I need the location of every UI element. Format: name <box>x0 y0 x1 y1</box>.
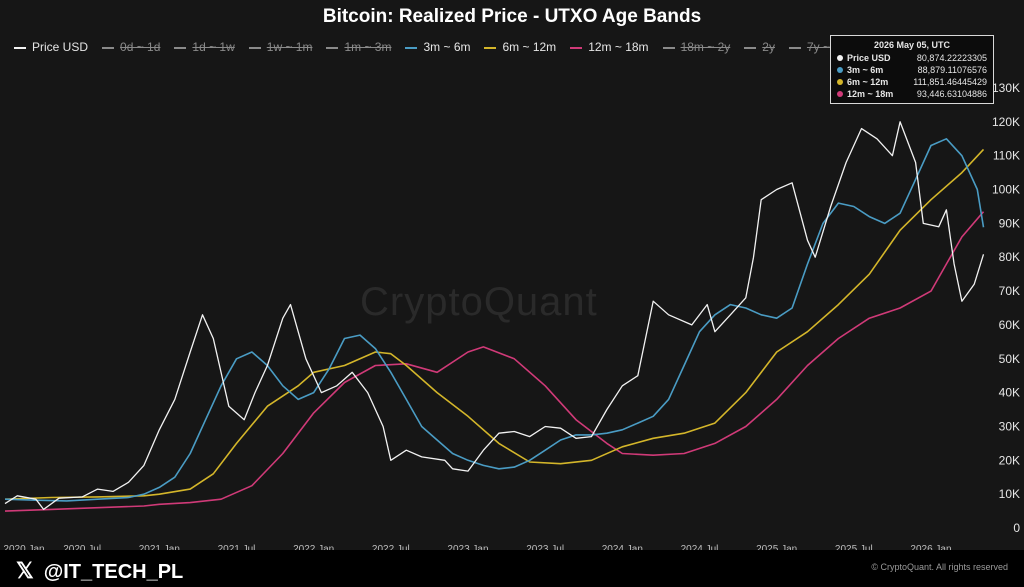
x-tick-label: 2023 Jan <box>447 544 488 555</box>
series-layer <box>4 121 985 512</box>
y-tick-label: 0 <box>1013 521 1020 535</box>
legend-label: 2y <box>762 40 775 54</box>
x-tick-label: 2024 Jul <box>681 544 719 555</box>
y-tick-label: 60K <box>999 318 1020 332</box>
legend-label: 1d ~ 1w <box>192 40 235 54</box>
x-tick-label: 2022 Jan <box>293 544 334 555</box>
tooltip-value: 111,851.46445429 <box>913 77 987 87</box>
tooltip-date: 2026 May 05, UTC <box>873 40 951 50</box>
legend-item[interactable]: 3m ~ 6m <box>405 38 470 56</box>
legend-label: 0d ~ 1d <box>120 40 161 54</box>
y-tick-label: 100K <box>992 183 1020 197</box>
y-tick-label: 20K <box>999 453 1020 467</box>
x-tick-label: 2022 Jul <box>372 544 410 555</box>
tooltip-rows: Price USD 80,874.22223305 3m ~ 6m 88,879.11… <box>837 52 987 100</box>
legend-swatch <box>405 46 418 49</box>
tooltip-row: 3m ~ 6m 88,879.11076576 <box>837 64 987 76</box>
legend-item[interactable]: 12m ~ 18m <box>570 38 649 56</box>
series-line-6m-12m <box>4 148 985 500</box>
series-line-12m-18m <box>4 211 985 512</box>
chart-title: Bitcoin: Realized Price - UTXO Age Bands <box>322 6 702 27</box>
legend-swatch <box>102 46 115 49</box>
x-tick-label: 2021 Jan <box>139 544 180 555</box>
y-tick-label: 80K <box>999 250 1020 264</box>
tooltip-dot-icon <box>837 79 843 85</box>
x-logo-icon: 𝕏 <box>16 558 34 583</box>
tooltip-value: 93,446.63104886 <box>916 89 987 99</box>
legend-swatch <box>662 46 675 49</box>
tooltip-row: Price USD 80,874.22223305 <box>837 52 987 64</box>
series-line-3m-6m <box>4 138 985 502</box>
legend-label: 1w ~ 1m <box>266 40 313 54</box>
x-tick-label: 2026 Jan <box>910 544 951 555</box>
tooltip-row: 12m ~ 18m 93,446.63104886 <box>837 88 987 100</box>
legend-item[interactable]: 1w ~ 1m <box>248 38 313 56</box>
legend-swatch <box>174 46 187 49</box>
x-tick-label: 2021 Jul <box>218 544 256 555</box>
legend-swatch <box>570 46 583 49</box>
y-tick-label: 110K <box>993 149 1020 163</box>
tooltip-dot-icon <box>837 55 843 61</box>
legend-label: 12m ~ 18m <box>588 40 649 54</box>
x-axis-ticks: 2020 Jan 2020 Jul 2021 Jan 2021 Jul 2022 Jan… <box>3 544 951 555</box>
legend-swatch <box>14 46 26 49</box>
y-tick-label: 130K <box>992 81 1020 95</box>
legend-item[interactable]: 18m ~ 2y <box>662 38 731 56</box>
series-line-price-usd <box>4 121 985 511</box>
social-handle[interactable]: 𝕏 @IT_TECH_PL <box>16 558 183 584</box>
legend-label: 18m ~ 2y <box>680 40 731 54</box>
legend-swatch <box>248 46 261 49</box>
y-tick-label: 90K <box>999 216 1020 230</box>
tooltip-series-name: 3m ~ 6m <box>847 65 884 75</box>
legend-swatch <box>484 46 497 49</box>
tooltip-series-name: Price USD <box>847 53 891 63</box>
legend-label: 6m ~ 12m <box>502 40 557 54</box>
y-tick-label: 10K <box>999 487 1020 501</box>
x-tick-label: 2024 Jan <box>602 544 643 555</box>
y-axis-ticks: 0 10K 20K 30K 40K 50K 60K 70K 80K 90K 100K 110K 120K… <box>992 81 1020 535</box>
tooltip-dot-icon <box>837 91 843 97</box>
y-tick-label: 50K <box>999 352 1020 366</box>
y-tick-label: 120K <box>992 115 1020 129</box>
copyright-text: © CryptoQuant. All rights reserved <box>871 562 1008 572</box>
tooltip-row: 6m ~ 12m 111,851.46445429 <box>837 76 987 88</box>
handle-text: @IT_TECH_PL <box>43 561 184 583</box>
tooltip-dot-icon <box>837 67 843 73</box>
legend-item[interactable]: 1d ~ 1w <box>174 38 235 56</box>
y-tick-label: 40K <box>999 386 1020 400</box>
legend-item[interactable]: 2y <box>744 38 775 56</box>
legend-item[interactable]: 6m ~ 12m <box>484 38 556 56</box>
legend-item[interactable]: Price USD <box>14 38 88 56</box>
legend-swatch <box>326 46 339 49</box>
legend-label: 1m ~ 3m <box>344 40 392 54</box>
legend-item[interactable]: 1m ~ 3m <box>326 38 391 56</box>
x-tick-label: 2020 Jan <box>3 544 44 555</box>
tooltip-value: 88,879.11076576 <box>917 65 987 75</box>
legend-swatch <box>788 46 801 49</box>
x-tick-label: 2025 Jan <box>756 544 797 555</box>
x-tick-label: 2025 Jul <box>835 544 873 555</box>
tooltip-series-name: 6m ~ 12m <box>847 77 889 87</box>
tooltip-value: 80,874.22223305 <box>916 53 987 63</box>
y-tick-label: 30K <box>999 419 1020 433</box>
legend-label: 3m ~ 6m <box>423 40 471 54</box>
legend-swatch <box>744 46 757 49</box>
watermark: CryptoQuant <box>360 280 598 324</box>
legend-item[interactable]: 0d ~ 1d <box>102 38 160 56</box>
tooltip-series-name: 12m ~ 18m <box>847 89 894 99</box>
footer-bar <box>0 550 1024 587</box>
x-tick-label: 2020 Jul <box>63 544 101 555</box>
data-tooltip: 2026 May 05, UTC Price USD 80,874.2222330… <box>830 35 994 104</box>
legend-label: Price USD <box>32 40 89 54</box>
x-tick-label: 2023 Jul <box>526 544 564 555</box>
y-tick-label: 70K <box>999 284 1020 298</box>
